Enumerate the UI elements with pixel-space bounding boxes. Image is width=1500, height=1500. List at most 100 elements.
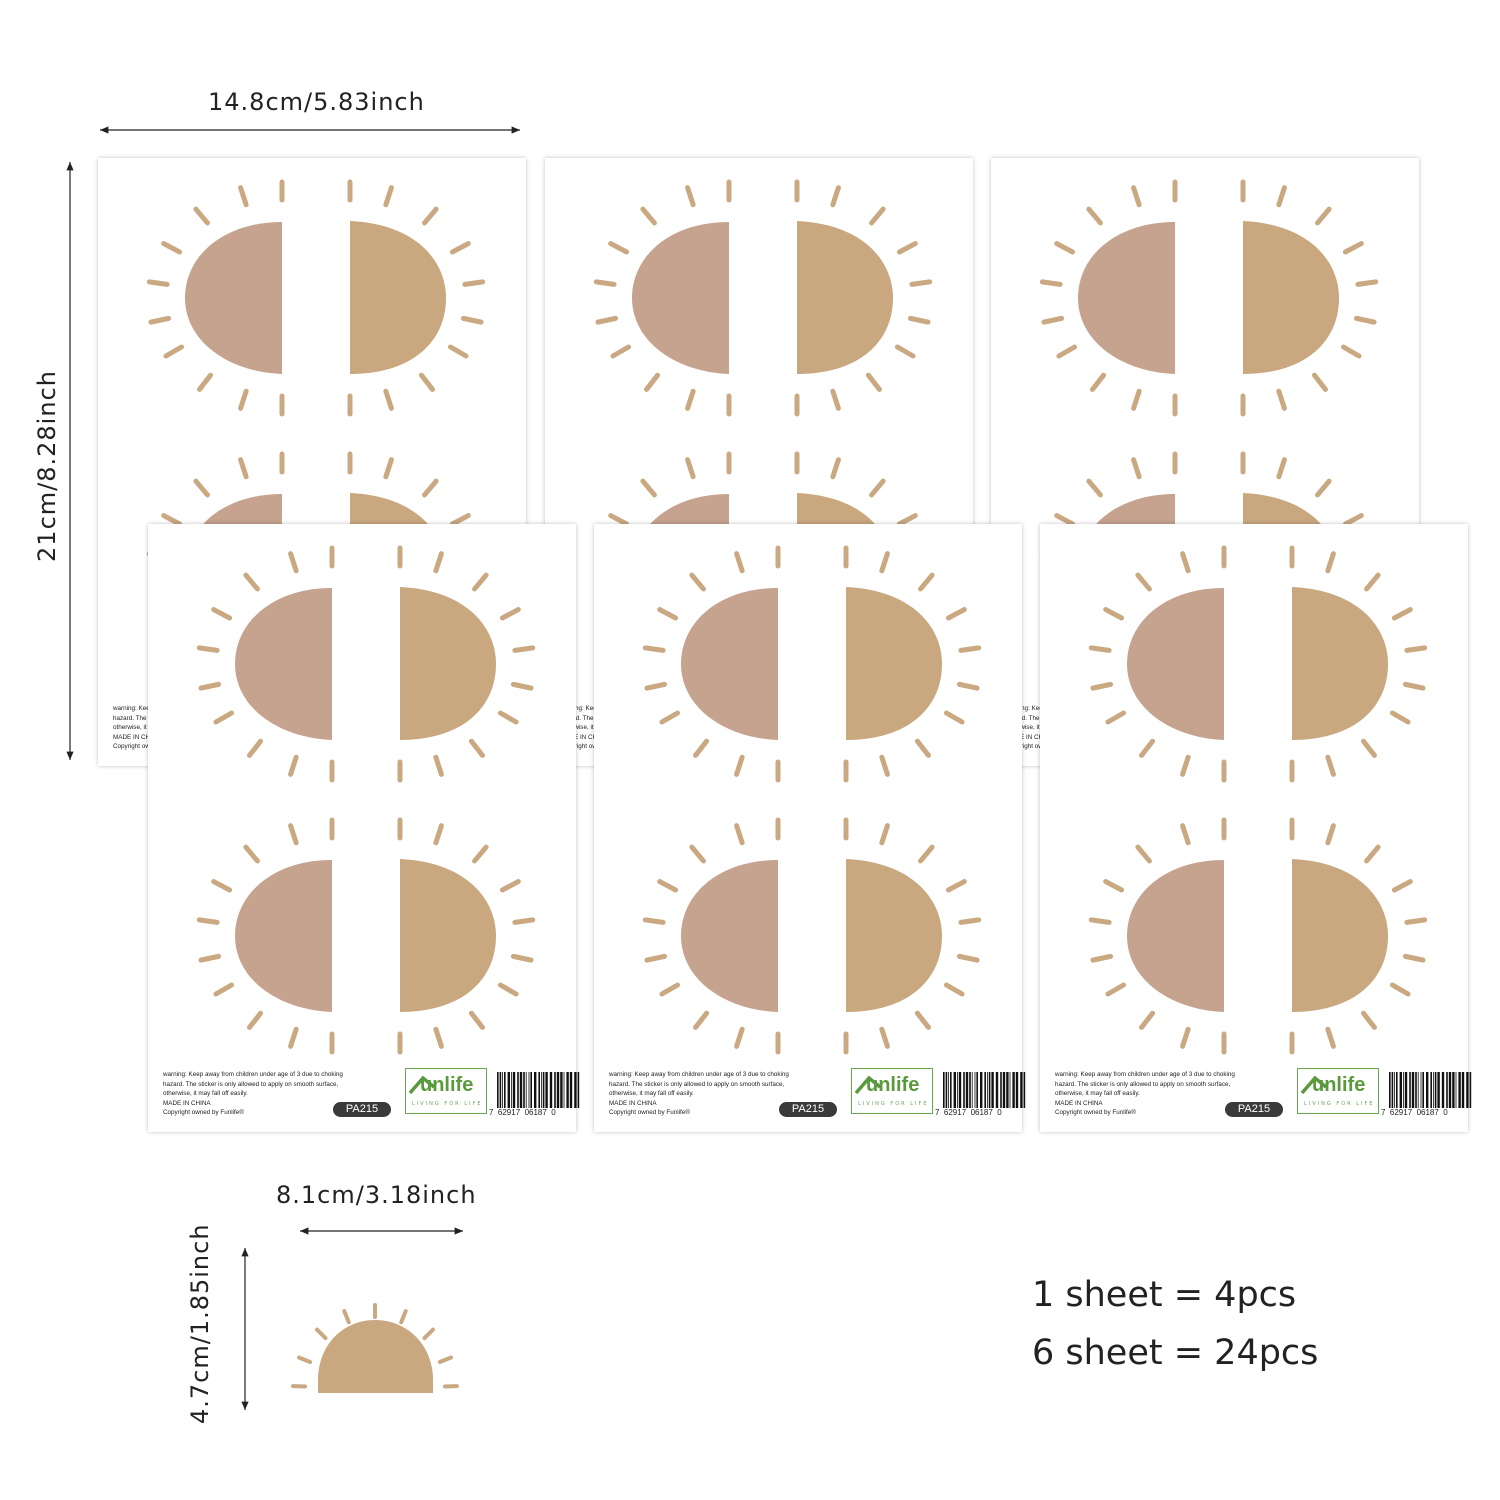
- sun-ray: [640, 478, 657, 498]
- total-count-text: 6 sheet = 24pcs: [1032, 1333, 1319, 1373]
- sun-ray: [879, 754, 890, 777]
- sheet-artwork: [642, 545, 982, 1055]
- sun-ray: [1135, 572, 1152, 592]
- sun-ray: [642, 645, 666, 653]
- sun-ray: [211, 607, 233, 621]
- warning-line: warning: Keep away from children under a…: [609, 1071, 789, 1078]
- sun-half-right: [1243, 221, 1339, 374]
- sun-ray: [896, 241, 918, 255]
- sun-ray: [196, 917, 220, 925]
- sun-ray: [1088, 917, 1112, 925]
- sun-ray: [433, 823, 444, 846]
- sun-ray: [1180, 1026, 1191, 1049]
- sun-ray: [1090, 372, 1107, 392]
- warning-line: MADE IN CHINA: [163, 1099, 211, 1107]
- sun-sticker-pair: [1088, 817, 1428, 1055]
- sun-half-left: [1127, 860, 1224, 1012]
- sun-ray: [1391, 879, 1413, 893]
- sun-ray: [468, 1010, 485, 1030]
- sun-ray: [958, 917, 982, 925]
- sun-ray: [608, 513, 630, 527]
- sun-ray: [163, 344, 185, 359]
- single-sticker-preview: [291, 1303, 459, 1393]
- sun-ray: [499, 879, 521, 893]
- sun-ray: [1180, 823, 1191, 846]
- sun-ray: [1086, 206, 1103, 226]
- sun-sticker-pair: [196, 545, 536, 783]
- sun-ray: [693, 738, 710, 758]
- sun-ray: [315, 1327, 328, 1341]
- brand-name: unlife: [420, 1074, 474, 1096]
- sun-ray: [288, 1026, 299, 1049]
- warning-line: MADE IN CHINA: [560, 733, 608, 741]
- sun-ray: [238, 457, 249, 480]
- sun-ray: [909, 279, 933, 287]
- sun-ray: [213, 710, 235, 725]
- brand-name: unlife: [866, 1074, 920, 1096]
- sun-ray: [146, 279, 170, 287]
- sun-ray: [958, 645, 982, 653]
- sun-ray: [422, 478, 439, 498]
- sun-half-right: [1292, 859, 1388, 1012]
- sun-ray: [1131, 388, 1142, 411]
- sun-ray: [1325, 551, 1336, 574]
- sun-ray: [422, 1327, 435, 1341]
- sun-ray: [213, 982, 235, 997]
- sun-ray: [879, 1026, 890, 1049]
- sun-ray: [288, 551, 299, 574]
- sun-ray: [1389, 710, 1411, 725]
- barcode: [1389, 1072, 1472, 1108]
- sun-ray: [956, 681, 980, 691]
- warning-line: Copyright owned by Funlife®: [163, 1109, 244, 1117]
- sun-ray: [148, 315, 172, 325]
- sun-ray: [869, 206, 886, 226]
- sun-ray: [865, 372, 882, 392]
- sun-ray: [693, 1010, 710, 1030]
- sun-ray: [288, 823, 299, 846]
- sun-sticker-pair: [146, 179, 486, 417]
- sun-ray: [659, 982, 681, 997]
- warning-line: warning: Keep away from children under a…: [1055, 1071, 1235, 1078]
- sun-ray: [193, 478, 210, 498]
- sun-ray: [642, 917, 666, 925]
- sun-half-left: [632, 222, 729, 374]
- sun-ray: [497, 710, 519, 725]
- sun-sticker-pair: [1088, 545, 1428, 783]
- product-code-badge: PA215: [333, 1102, 391, 1117]
- sun-half-left: [1127, 588, 1224, 740]
- sun-ray: [462, 279, 486, 287]
- sun-ray: [1391, 607, 1413, 621]
- barcode-digits: 7 62917 06187 0: [489, 1108, 556, 1117]
- warning-line: otherwise, it may fall off easily.: [1055, 1090, 1140, 1098]
- sun-ray: [869, 478, 886, 498]
- brand-name: unlife: [1312, 1074, 1366, 1096]
- brand-tagline: LIVING FOR LIFE: [1304, 1101, 1375, 1107]
- sun-ray: [383, 185, 394, 208]
- sun-ray: [685, 457, 696, 480]
- sun-ray: [943, 710, 965, 725]
- product-code-badge: PA215: [1225, 1102, 1283, 1117]
- sun-ray: [1404, 917, 1428, 925]
- sun-ray: [211, 879, 233, 893]
- sun-ray: [197, 372, 214, 392]
- sun-half-right: [400, 859, 496, 1012]
- sun-ray: [1364, 844, 1381, 864]
- sun-ray: [640, 206, 657, 226]
- sun-ray: [896, 513, 918, 527]
- barcode: [943, 1072, 1026, 1108]
- barcode-digits: 7 62917 06187 0: [935, 1108, 1002, 1117]
- house-roof-icon: [854, 1075, 882, 1095]
- sun-half-left: [681, 588, 778, 740]
- sun-ray: [1276, 388, 1287, 411]
- sheet-artwork: [1088, 545, 1428, 1055]
- sun-sticker-pair: [642, 817, 982, 1055]
- sun-ray: [288, 754, 299, 777]
- brand-logo: unlife LIVING FOR LIFE: [1297, 1068, 1379, 1114]
- sun-ray: [497, 982, 519, 997]
- sun-ray: [1180, 551, 1191, 574]
- sun-ray: [1402, 953, 1426, 963]
- sun-ray: [1315, 478, 1332, 498]
- sun-ray: [1360, 1010, 1377, 1030]
- brand-tagline: LIVING FOR LIFE: [858, 1101, 929, 1107]
- warning-text: warning: Keep away from children under a…: [1055, 1070, 1255, 1118]
